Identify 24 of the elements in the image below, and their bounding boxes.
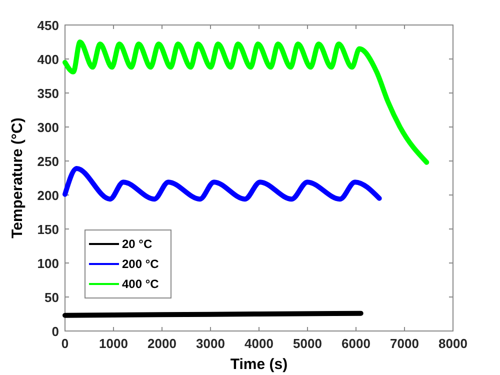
legend-label: 400 °C (122, 277, 160, 291)
y-tick-label: 200 (37, 188, 59, 203)
y-tick-label: 0 (52, 324, 59, 339)
y-tick-label: 150 (37, 222, 59, 237)
legend-label: 20 °C (122, 237, 152, 251)
y-tick-label: 250 (37, 154, 59, 169)
x-tick-label: 3000 (196, 336, 225, 351)
x-tick-label: 0 (61, 336, 69, 351)
y-tick-label: 350 (37, 86, 59, 101)
x-tick-label: 8000 (438, 336, 468, 351)
x-tick-label: 1000 (99, 336, 128, 351)
x-axis-title: Time (s) (230, 356, 288, 373)
y-tick-label: 450 (37, 18, 59, 33)
x-tick-label: 2000 (148, 336, 176, 351)
x-tick-label: 6000 (342, 336, 370, 351)
y-tick-label: 50 (44, 290, 59, 305)
x-tick-label: 4000 (244, 336, 274, 351)
y-tick-label: 100 (37, 256, 59, 271)
x-tick-label: 5000 (293, 336, 322, 351)
legend-label: 200 °C (122, 257, 160, 271)
y-tick-label: 400 (37, 52, 59, 67)
x-tick-label: 7000 (390, 336, 419, 351)
y-axis-title: Temperature (°C) (9, 118, 26, 238)
y-tick-label: 300 (37, 120, 59, 135)
